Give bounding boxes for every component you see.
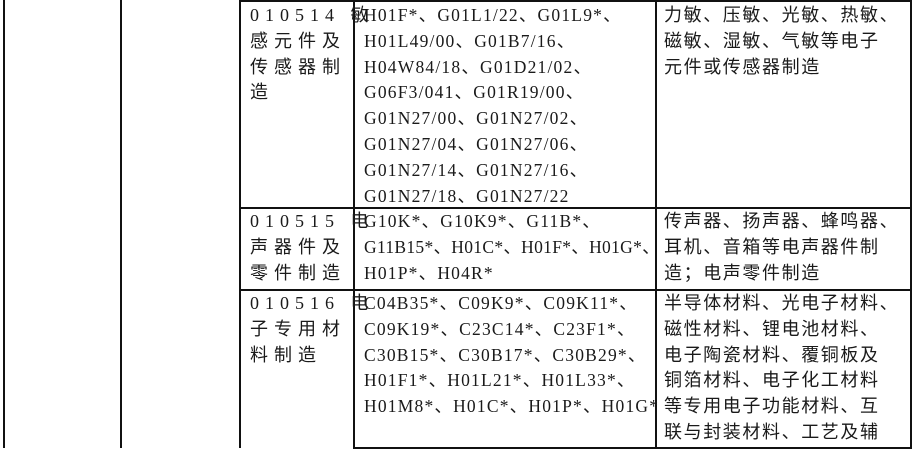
text-line: G10K*、G10K9*、G11B*、 [364,211,602,231]
text-line: 感元件及 [250,30,346,51]
text-line: H01P*、H04R* [364,262,494,283]
column-border [353,0,355,449]
text-line: H01L49/00、G01B7/16、 [364,30,576,51]
text-line: 电子陶瓷材料、覆铜板及 [664,344,880,365]
text-line: 联与封装材料、工艺及辅 [664,421,880,442]
text-line: H04W84/18、G01D21/02、 [364,56,593,77]
text-line: 半导体材料、光电子材料、 [664,293,900,313]
text-line: C09K19*、C23C14*、C23F1*、 [364,318,636,339]
text-line: 传感器制 [250,56,346,77]
text-line: 造；电声零件制造 [664,262,821,283]
text-line: 料制造 [250,344,322,365]
row-border [353,447,912,449]
text-line: G11B15*、H01C*、H01F*、H01G*、 [364,236,660,257]
text-line: C30B15*、C30B17*、C30B29*、 [364,344,647,365]
text-line: H01F1*、H01L21*、H01L33*、 [364,370,636,391]
category-cell: 010516 电 子专用材 料制造 [250,291,375,368]
description-cell: 半导体材料、光电子材料、 磁性材料、锂电池材料、 电子陶瓷材料、覆铜板及 铜箔材… [664,291,899,446]
ipc-codes-cell: C04B35*、C09K9*、C09K11*、 C09K19*、C23C14*、… [364,291,659,420]
row-border [239,289,912,291]
ipc-codes-cell: G10K*、G10K9*、G11B*、 G11B15*、H01C*、H01F*、… [364,209,660,286]
text-line: H01F*、G01L1/22、G01L9*、 [364,5,622,25]
row-border [239,0,912,2]
column-border [655,0,657,449]
text-line: 等专用电子功能材料、互 [664,396,880,417]
column-border [120,0,122,448]
text-line: G06F3/041、G01R19/00、 [364,82,585,103]
text-line: G01N27/04、G01N27/06、 [364,133,589,154]
text-line: 零件制造 [250,262,346,283]
text-line: 010515 电 [250,211,375,231]
text-line: 010516 电 [250,293,375,313]
text-line: 010514 敏 [250,5,375,25]
text-line: 传声器、扬声器、蜂鸣器、 [664,211,900,231]
text-line: 力敏、压敏、光敏、热敏、 [664,5,900,25]
text-line: G01N27/14、G01N27/16、 [364,159,589,180]
column-border [910,0,912,449]
text-line: G01N27/18、G01N27/22 [364,185,570,206]
description-cell: 传声器、扬声器、蜂鸣器、 耳机、音箱等电声器件制 造；电声零件制造 [664,209,899,286]
text-line: G01N27/00、G01N27/02、 [364,108,589,129]
category-cell: 010514 敏 感元件及 传感器制 造 [250,3,375,106]
category-cell: 010515 电 声器件及 零件制造 [250,209,375,286]
text-line: 磁敏、湿敏、气敏等电子 [664,30,880,51]
row-border [239,207,912,209]
column-border [3,0,5,448]
text-line: 磁性材料、锂电池材料、 [664,318,880,339]
column-border [239,0,241,448]
text-line: 造 [250,82,274,103]
text-line: 子专用材 [250,318,346,339]
text-line: 元件或传感器制造 [664,56,821,77]
text-line: H01M8*、H01C*、H01P*、H01G* [364,396,660,417]
ipc-codes-cell: H01F*、G01L1/22、G01L9*、 H01L49/00、G01B7/1… [364,3,622,209]
text-line: 耳机、音箱等电声器件制 [664,236,880,257]
text-line: 铜箔材料、电子化工材料 [664,370,880,391]
text-line: C04B35*、C09K9*、C09K11*、 [364,293,638,313]
description-cell: 力敏、压敏、光敏、热敏、 磁敏、湿敏、气敏等电子 元件或传感器制造 [664,3,899,80]
text-line: 声器件及 [250,236,346,257]
